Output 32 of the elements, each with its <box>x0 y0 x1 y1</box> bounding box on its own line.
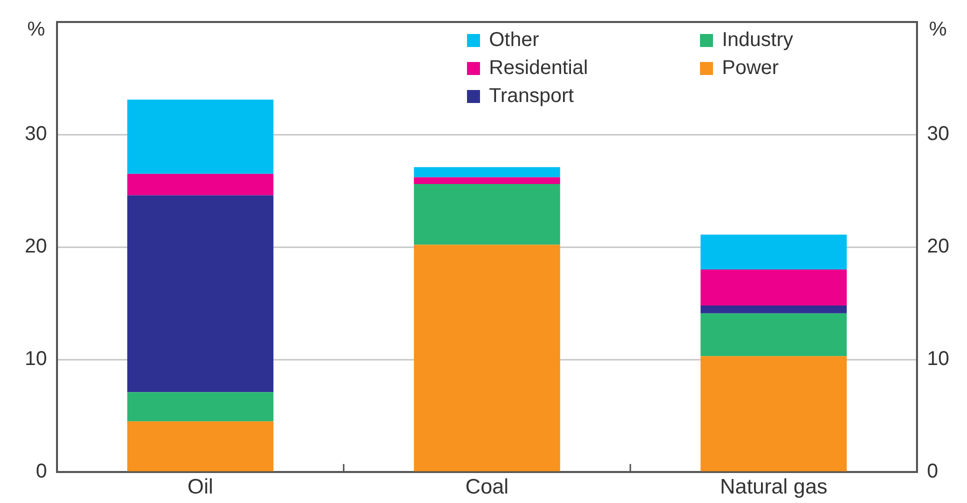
y2-axis-title: % <box>929 18 947 41</box>
x-tick-label: Coal <box>465 475 509 498</box>
bar <box>700 270 847 306</box>
bar <box>700 234 847 270</box>
bar <box>127 195 274 392</box>
y2-tick-label: 10 <box>927 348 950 370</box>
bar <box>414 177 560 184</box>
legend-label: Residential <box>489 56 588 80</box>
y-tick-label: 10 <box>24 348 47 370</box>
bar <box>414 184 560 245</box>
bar <box>700 306 847 314</box>
x-tick-label: Oil <box>187 475 214 498</box>
legend-label: Other <box>489 28 540 52</box>
bar <box>127 421 274 472</box>
bar <box>700 356 847 472</box>
x-tick-label: Natural gas <box>720 475 828 498</box>
bar <box>700 313 847 356</box>
bar <box>127 174 274 196</box>
legend-label: Transport <box>489 84 574 108</box>
y-tick-label: 30 <box>24 123 47 146</box>
legend-label: Industry <box>722 28 794 52</box>
y2-tick-label: 30 <box>927 123 950 146</box>
y-tick-label: 20 <box>24 236 47 258</box>
bar <box>127 392 274 422</box>
bar <box>414 244 560 472</box>
legend-label: Power <box>722 56 779 80</box>
y-tick-label: 0 <box>36 460 47 483</box>
y2-tick-label: 0 <box>927 460 938 483</box>
bar <box>414 167 560 178</box>
bar <box>127 100 274 174</box>
y-axis-title: % <box>27 18 46 41</box>
y2-tick-label: 20 <box>927 236 950 258</box>
